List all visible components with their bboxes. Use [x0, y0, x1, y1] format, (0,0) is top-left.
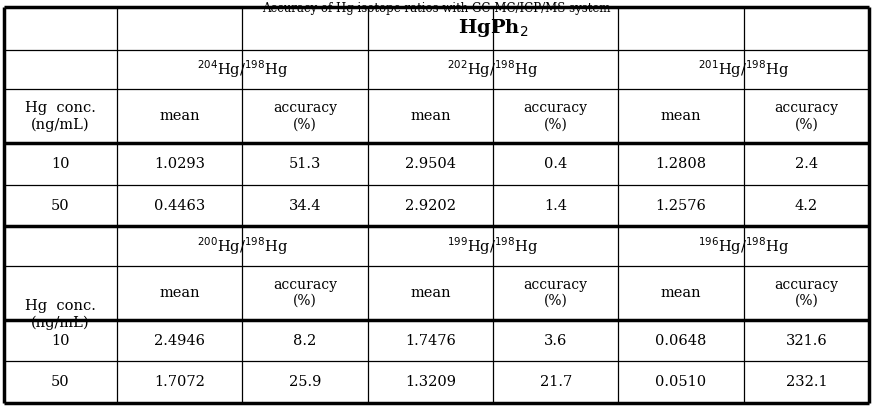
- Text: 0.0648: 0.0648: [656, 334, 706, 348]
- Text: $^{200}$Hg/$^{198}$Hg: $^{200}$Hg/$^{198}$Hg: [196, 235, 288, 257]
- Text: 1.7476: 1.7476: [405, 334, 456, 348]
- Text: 21.7: 21.7: [540, 375, 572, 389]
- Text: 232.1: 232.1: [786, 375, 827, 389]
- Text: $^{202}$Hg/$^{198}$Hg: $^{202}$Hg/$^{198}$Hg: [448, 59, 539, 80]
- Text: 51.3: 51.3: [289, 157, 321, 171]
- Text: mean: mean: [160, 109, 200, 123]
- Text: accuracy
(%): accuracy (%): [774, 101, 838, 131]
- Text: 34.4: 34.4: [289, 199, 321, 212]
- Text: mean: mean: [410, 286, 450, 300]
- Text: Hg  conc.
(ng/mL): Hg conc. (ng/mL): [25, 300, 96, 330]
- Text: 4.2: 4.2: [794, 199, 818, 212]
- Text: $^{201}$Hg/$^{198}$Hg: $^{201}$Hg/$^{198}$Hg: [698, 59, 789, 80]
- Text: accuracy
(%): accuracy (%): [273, 278, 337, 308]
- Text: 1.0293: 1.0293: [155, 157, 205, 171]
- Text: accuracy
(%): accuracy (%): [524, 101, 588, 131]
- Text: 0.0510: 0.0510: [656, 375, 706, 389]
- Text: 25.9: 25.9: [289, 375, 321, 389]
- Text: 10: 10: [52, 334, 70, 348]
- Text: accuracy
(%): accuracy (%): [524, 278, 588, 308]
- Text: $^{196}$Hg/$^{198}$Hg: $^{196}$Hg/$^{198}$Hg: [698, 235, 789, 257]
- Text: Hg  conc.
(ng/mL): Hg conc. (ng/mL): [25, 101, 96, 132]
- Text: 0.4463: 0.4463: [154, 199, 205, 212]
- Text: $^{204}$Hg/$^{198}$Hg: $^{204}$Hg/$^{198}$Hg: [196, 59, 288, 80]
- Text: HgPh$_2$: HgPh$_2$: [457, 18, 528, 39]
- Text: 1.3209: 1.3209: [405, 375, 456, 389]
- Text: 10: 10: [52, 157, 70, 171]
- Text: mean: mean: [661, 109, 701, 123]
- Text: 2.4: 2.4: [794, 157, 818, 171]
- Text: mean: mean: [160, 286, 200, 300]
- Text: 0.4: 0.4: [544, 157, 567, 171]
- Text: $^{199}$Hg/$^{198}$Hg: $^{199}$Hg/$^{198}$Hg: [448, 235, 539, 257]
- Text: 3.6: 3.6: [544, 334, 567, 348]
- Text: 1.4: 1.4: [544, 199, 567, 212]
- Text: 50: 50: [52, 375, 70, 389]
- Text: 50: 50: [52, 199, 70, 212]
- Text: 8.2: 8.2: [293, 334, 317, 348]
- Text: 2.4946: 2.4946: [155, 334, 205, 348]
- Text: mean: mean: [410, 109, 450, 123]
- Text: 1.2808: 1.2808: [656, 157, 706, 171]
- Text: accuracy
(%): accuracy (%): [273, 101, 337, 131]
- Text: Accuracy of Hg isotope ratios with GC-MC/ICP/MS system: Accuracy of Hg isotope ratios with GC-MC…: [262, 2, 611, 15]
- Text: 2.9202: 2.9202: [405, 199, 456, 212]
- Text: 321.6: 321.6: [786, 334, 828, 348]
- Text: 1.7072: 1.7072: [155, 375, 205, 389]
- Text: 2.9504: 2.9504: [405, 157, 456, 171]
- Text: accuracy
(%): accuracy (%): [774, 278, 838, 308]
- Text: mean: mean: [661, 286, 701, 300]
- Text: 1.2576: 1.2576: [656, 199, 706, 212]
